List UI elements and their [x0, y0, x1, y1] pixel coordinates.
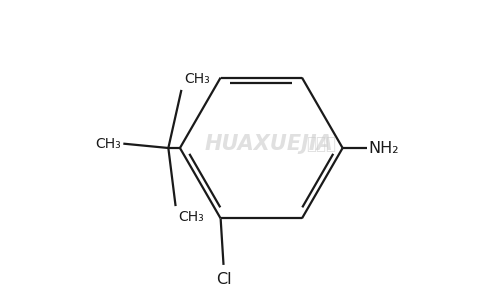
Text: CH₃: CH₃	[95, 137, 121, 151]
Text: 化学加: 化学加	[306, 135, 336, 153]
Text: CH₃: CH₃	[184, 72, 210, 86]
Text: CH₃: CH₃	[179, 210, 204, 224]
Text: Cl: Cl	[216, 272, 231, 287]
Text: NH₂: NH₂	[368, 141, 399, 155]
Text: HUAXUEJIA: HUAXUEJIA	[205, 133, 333, 154]
